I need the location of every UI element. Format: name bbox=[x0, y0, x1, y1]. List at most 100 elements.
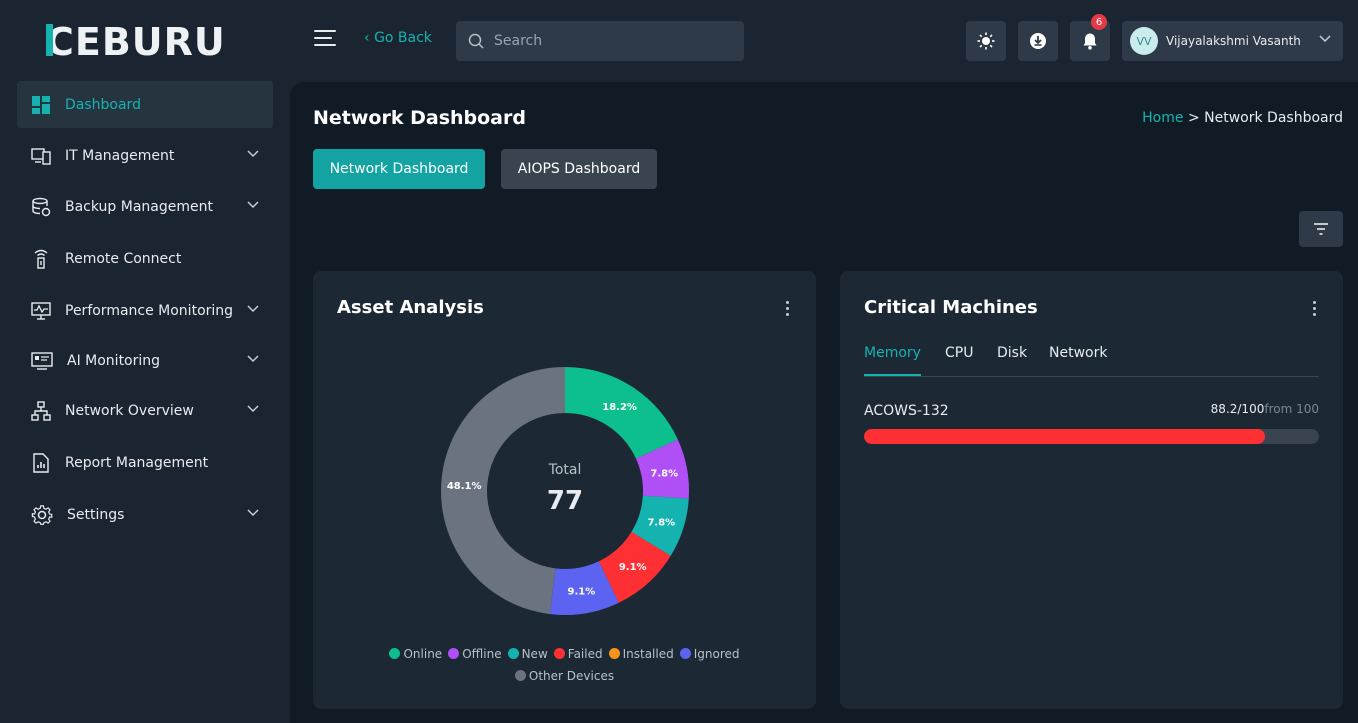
donut-slice-ignored[interactable] bbox=[549, 561, 619, 615]
chevron-down-icon bbox=[247, 509, 259, 517]
legend-item-online[interactable]: Online bbox=[389, 643, 442, 665]
sidebar-item-it-management[interactable]: IT Management bbox=[17, 132, 273, 179]
remote-icon bbox=[34, 249, 48, 269]
breadcrumb: Home > Network Dashboard bbox=[1142, 110, 1343, 126]
legend-item-offline[interactable]: Offline bbox=[448, 643, 502, 665]
tab-cpu[interactable]: CPU bbox=[945, 345, 974, 361]
page-title: Network Dashboard bbox=[313, 107, 526, 129]
chevron-down-icon bbox=[247, 201, 259, 209]
tab-disk[interactable]: Disk bbox=[997, 345, 1028, 361]
asset-donut-chart: 18.2% 7.8% 7.8% 9.1% 9.1% 48.1% Total 77 bbox=[433, 359, 697, 623]
legend-label: Failed bbox=[567, 647, 603, 661]
logo-text: CEBURU bbox=[46, 20, 226, 62]
sidebar: Dashboard IT Management Backup Managemen… bbox=[0, 81, 290, 723]
monitor-icon bbox=[31, 301, 51, 320]
legend-dot-icon bbox=[514, 670, 526, 681]
legend-label: New bbox=[521, 647, 548, 661]
sidebar-item-settings[interactable]: Settings bbox=[17, 491, 273, 538]
tab-aiops-dashboard[interactable]: AIOPS Dashboard bbox=[501, 149, 657, 189]
donut-slice-online[interactable] bbox=[565, 367, 678, 459]
sidebar-item-dashboard[interactable]: Dashboard bbox=[17, 81, 273, 128]
donut-slice-new[interactable] bbox=[631, 495, 689, 556]
backup-icon bbox=[32, 197, 51, 216]
donut-data-label: 7.8% bbox=[647, 517, 675, 528]
theme-toggle-button[interactable] bbox=[966, 21, 1006, 61]
kebab-menu-icon[interactable] bbox=[1313, 301, 1317, 319]
legend-label: Ignored bbox=[693, 647, 740, 661]
report-icon bbox=[33, 452, 49, 473]
filter-button[interactable] bbox=[1299, 211, 1343, 247]
machine-name: ACOWS-132 bbox=[864, 403, 949, 419]
donut-data-label: 7.8% bbox=[650, 469, 678, 480]
tab-network-dashboard[interactable]: Network Dashboard bbox=[313, 149, 485, 189]
it-management-icon bbox=[31, 147, 51, 165]
legend-item-new[interactable]: New bbox=[507, 643, 548, 665]
avatar: VV bbox=[1130, 27, 1158, 55]
machine-usage-value: 88.2/100from 100 bbox=[1210, 402, 1319, 416]
dashboard-icon bbox=[32, 95, 50, 114]
top-bar: CEBURU ‹ Go Back bbox=[0, 0, 1358, 82]
legend-label: Installed bbox=[622, 647, 674, 661]
download-button[interactable] bbox=[1018, 21, 1058, 61]
donut-data-label: 9.1% bbox=[568, 587, 596, 598]
search-box bbox=[456, 21, 744, 61]
tab-network[interactable]: Network bbox=[1049, 345, 1108, 361]
legend-label: Online bbox=[403, 647, 443, 661]
donut-slice-offline[interactable] bbox=[635, 439, 689, 499]
chevron-down-icon bbox=[247, 405, 259, 413]
legend-item-installed[interactable]: Installed bbox=[608, 643, 674, 665]
download-icon bbox=[1030, 33, 1046, 49]
go-back-link[interactable]: ‹ Go Back bbox=[364, 30, 432, 46]
tab-memory[interactable]: Memory bbox=[864, 345, 921, 376]
sidebar-item-backup-management[interactable]: Backup Management bbox=[17, 183, 273, 230]
notifications-button[interactable]: 6 bbox=[1070, 14, 1110, 61]
donut-data-label: 48.1% bbox=[447, 481, 482, 492]
donut-total-value: 77 bbox=[547, 486, 583, 516]
user-name: Vijayalakshmi Vasanth bbox=[1166, 34, 1301, 48]
ceburu-logo[interactable]: CEBURU bbox=[46, 18, 246, 62]
chevron-down-icon bbox=[247, 355, 259, 363]
network-icon bbox=[31, 400, 51, 421]
chevron-left-icon: ‹ bbox=[364, 30, 375, 46]
critical-machines-card: Critical Machines Memory CPU Disk Networ… bbox=[840, 271, 1343, 709]
sidebar-item-performance-monitoring[interactable]: Performance Monitoring bbox=[17, 287, 273, 334]
sidebar-item-report-management[interactable]: Report Management bbox=[17, 439, 273, 486]
donut-slice-other-devices[interactable] bbox=[441, 367, 565, 615]
menu-toggle-button[interactable] bbox=[314, 30, 336, 50]
chevron-down-icon bbox=[1319, 35, 1331, 43]
legend-dot-icon bbox=[389, 648, 401, 659]
legend-dot-icon bbox=[608, 648, 620, 659]
breadcrumb-home-link[interactable]: Home bbox=[1142, 110, 1184, 126]
legend-item-failed[interactable]: Failed bbox=[553, 643, 603, 665]
search-input[interactable] bbox=[494, 33, 724, 49]
legend-item-other-devices[interactable]: Other Devices bbox=[514, 665, 614, 687]
gear-icon bbox=[31, 504, 53, 525]
critical-machines-tabs: Memory CPU Disk Network bbox=[864, 345, 1319, 377]
asset-analysis-title: Asset Analysis bbox=[337, 297, 484, 318]
legend-dot-icon bbox=[507, 648, 519, 659]
filter-icon bbox=[1314, 223, 1328, 235]
donut-data-label: 18.2% bbox=[602, 402, 637, 413]
sidebar-item-network-overview[interactable]: Network Overview bbox=[17, 387, 273, 434]
breadcrumb-current: Network Dashboard bbox=[1204, 110, 1343, 126]
critical-machines-title: Critical Machines bbox=[864, 297, 1038, 318]
notification-badge: 6 bbox=[1091, 14, 1107, 30]
chart-legend: Online Offline New Failed Installed Ignored Ot… bbox=[313, 643, 816, 687]
legend-dot-icon bbox=[448, 648, 460, 659]
memory-progress-fill bbox=[864, 429, 1266, 444]
user-menu[interactable]: VV Vijayalakshmi Vasanth bbox=[1122, 21, 1343, 61]
ai-monitor-icon bbox=[31, 351, 53, 370]
legend-label: Offline bbox=[462, 647, 502, 661]
donut-svg: 18.2% 7.8% 7.8% 9.1% 9.1% 48.1% Total 77 bbox=[441, 367, 689, 615]
memory-progress-bar bbox=[864, 429, 1319, 444]
bell-icon bbox=[1083, 33, 1097, 50]
donut-total-label: Total bbox=[548, 462, 582, 478]
chevron-down-icon bbox=[247, 150, 259, 158]
legend-item-ignored[interactable]: Ignored bbox=[679, 643, 740, 665]
kebab-menu-icon[interactable] bbox=[786, 301, 790, 319]
sidebar-item-ai-monitoring[interactable]: AI Monitoring bbox=[17, 337, 273, 384]
main-content: Network Dashboard Home > Network Dashboa… bbox=[290, 82, 1358, 723]
sidebar-item-remote-connect[interactable]: Remote Connect bbox=[17, 235, 273, 282]
chevron-down-icon bbox=[247, 305, 259, 313]
donut-slice-failed[interactable] bbox=[598, 531, 671, 603]
